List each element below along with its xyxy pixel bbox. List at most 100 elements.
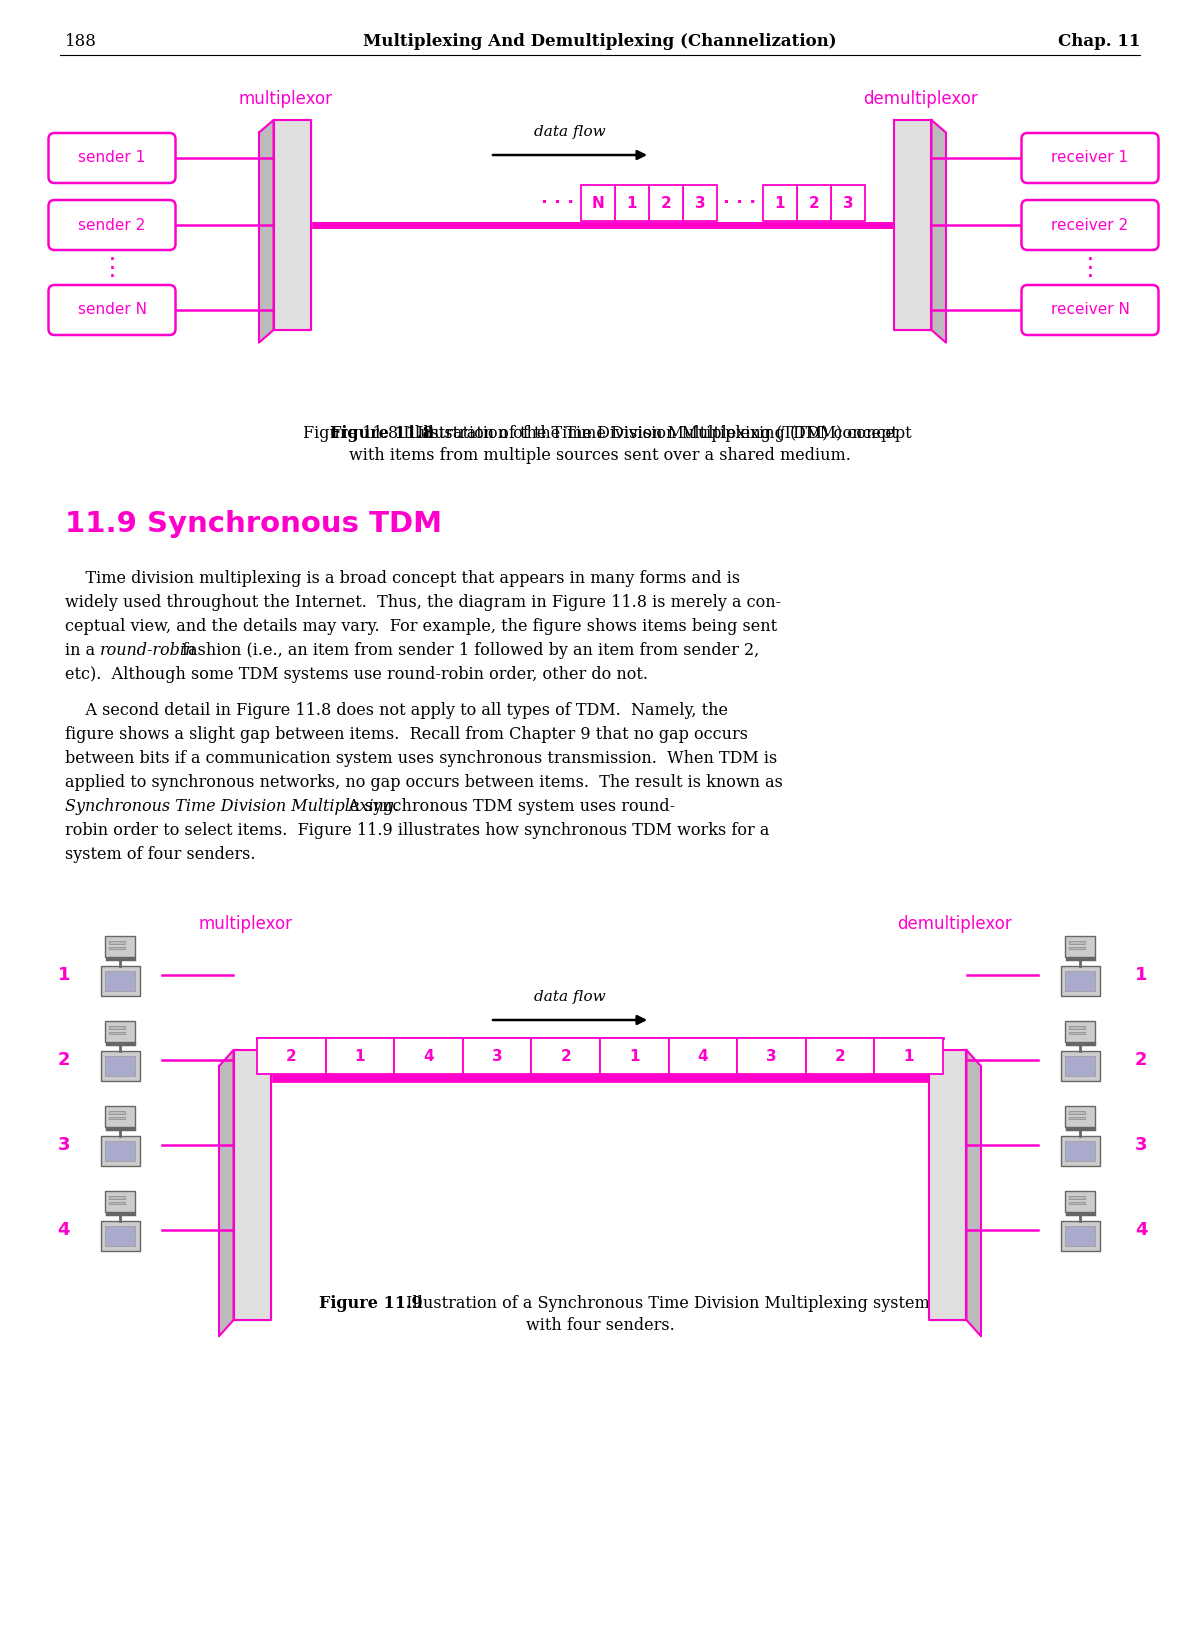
Bar bbox=[104, 1226, 136, 1246]
Bar bbox=[1066, 1190, 1096, 1211]
Text: sender N: sender N bbox=[78, 302, 146, 317]
Bar bbox=[104, 1057, 136, 1076]
Bar bbox=[1068, 1117, 1085, 1119]
Bar bbox=[108, 946, 125, 950]
Bar bbox=[106, 1190, 134, 1211]
Text: A synchronous TDM system uses round-: A synchronous TDM system uses round- bbox=[338, 798, 676, 815]
Text: demultiplexor: demultiplexor bbox=[863, 89, 977, 107]
FancyBboxPatch shape bbox=[101, 966, 139, 997]
Bar bbox=[394, 1037, 463, 1075]
Text: Multiplexing And Demultiplexing (Channelization): Multiplexing And Demultiplexing (Channel… bbox=[364, 34, 836, 50]
Text: ⋮: ⋮ bbox=[100, 255, 125, 280]
Text: · · ·: · · · bbox=[541, 193, 575, 211]
Text: receiver 1: receiver 1 bbox=[1051, 151, 1128, 166]
Text: system of four senders.: system of four senders. bbox=[65, 846, 256, 863]
Bar bbox=[1064, 1141, 1096, 1161]
Text: 3: 3 bbox=[695, 195, 706, 210]
Text: 1: 1 bbox=[58, 966, 70, 984]
FancyBboxPatch shape bbox=[1021, 200, 1158, 250]
Bar bbox=[600, 1037, 668, 1075]
Bar bbox=[463, 1037, 532, 1075]
Text: 3: 3 bbox=[58, 1137, 70, 1154]
Bar bbox=[797, 185, 830, 221]
Text: · · ·: · · · bbox=[724, 193, 756, 211]
Text: Figure 11.9: Figure 11.9 bbox=[319, 1294, 422, 1312]
Text: 2: 2 bbox=[1135, 1050, 1147, 1068]
Text: in a: in a bbox=[65, 642, 101, 659]
Text: between bits if a communication system uses synchronous transmission.  When TDM : between bits if a communication system u… bbox=[65, 750, 778, 767]
Text: 1: 1 bbox=[1135, 966, 1147, 984]
Bar bbox=[763, 185, 797, 221]
Text: 2: 2 bbox=[661, 195, 671, 210]
Text: 1: 1 bbox=[629, 1049, 640, 1063]
Text: sender 2: sender 2 bbox=[78, 218, 145, 233]
Text: with four senders.: with four senders. bbox=[526, 1317, 674, 1333]
Bar bbox=[106, 937, 134, 958]
Bar bbox=[1068, 1031, 1085, 1034]
Text: Illustration of the Time Division Multiplexing (TDM) concept: Illustration of the Time Division Multip… bbox=[413, 424, 912, 442]
FancyBboxPatch shape bbox=[48, 133, 175, 184]
Text: Illustration of a Synchronous Time Division Multiplexing system: Illustration of a Synchronous Time Divis… bbox=[401, 1294, 930, 1312]
Bar bbox=[875, 1037, 943, 1075]
Text: 2: 2 bbox=[58, 1050, 70, 1068]
Bar bbox=[104, 971, 136, 990]
Text: applied to synchronous networks, no gap occurs between items.  The result is kno: applied to synchronous networks, no gap … bbox=[65, 774, 782, 790]
Text: demultiplexor: demultiplexor bbox=[898, 915, 1013, 933]
Polygon shape bbox=[894, 120, 931, 330]
FancyBboxPatch shape bbox=[1061, 966, 1099, 997]
Bar bbox=[1066, 937, 1096, 958]
FancyBboxPatch shape bbox=[1021, 133, 1158, 184]
Bar bbox=[106, 1106, 134, 1127]
Text: 2: 2 bbox=[286, 1049, 296, 1063]
Polygon shape bbox=[931, 120, 946, 343]
Text: multiplexor: multiplexor bbox=[198, 915, 292, 933]
Bar bbox=[1068, 941, 1085, 943]
Text: 3: 3 bbox=[766, 1049, 776, 1063]
Text: receiver 2: receiver 2 bbox=[1051, 218, 1128, 233]
FancyBboxPatch shape bbox=[48, 285, 175, 335]
Text: data flow: data flow bbox=[534, 990, 606, 1003]
Text: fashion (i.e., an item from sender 1 followed by an item from sender 2,: fashion (i.e., an item from sender 1 fol… bbox=[178, 642, 760, 659]
Text: 2: 2 bbox=[835, 1049, 846, 1063]
Bar bbox=[1064, 1226, 1096, 1246]
Text: etc).  Although some TDM systems use round-robin order, other do not.: etc). Although some TDM systems use roun… bbox=[65, 667, 648, 683]
Polygon shape bbox=[259, 120, 274, 343]
Bar bbox=[737, 1037, 806, 1075]
Bar bbox=[108, 1026, 125, 1029]
Bar bbox=[108, 1202, 125, 1203]
Bar bbox=[1068, 1197, 1085, 1198]
Bar bbox=[581, 185, 616, 221]
Bar bbox=[108, 1197, 125, 1198]
FancyBboxPatch shape bbox=[1061, 1050, 1099, 1081]
Bar bbox=[257, 1037, 325, 1075]
Text: 4: 4 bbox=[697, 1049, 708, 1063]
Text: ⋮: ⋮ bbox=[1078, 255, 1103, 280]
Bar bbox=[1068, 1026, 1085, 1029]
Text: 188: 188 bbox=[65, 34, 97, 50]
Text: A second detail in Figure 11.8 does not apply to all types of TDM.  Namely, the: A second detail in Figure 11.8 does not … bbox=[65, 702, 728, 719]
FancyBboxPatch shape bbox=[1061, 1221, 1099, 1250]
Text: receiver N: receiver N bbox=[1050, 302, 1129, 317]
Bar bbox=[1068, 946, 1085, 950]
Text: figure shows a slight gap between items.  Recall from Chapter 9 that no gap occu: figure shows a slight gap between items.… bbox=[65, 725, 748, 743]
FancyBboxPatch shape bbox=[101, 1221, 139, 1250]
Bar bbox=[108, 941, 125, 943]
Text: ceptual view, and the details may vary.  For example, the figure shows items bei: ceptual view, and the details may vary. … bbox=[65, 618, 778, 636]
Bar bbox=[104, 1141, 136, 1161]
Polygon shape bbox=[220, 1050, 234, 1337]
Bar bbox=[1068, 1111, 1085, 1114]
Polygon shape bbox=[966, 1050, 982, 1337]
Text: data flow: data flow bbox=[534, 125, 606, 138]
Text: Synchronous Time Division Multiplexing.: Synchronous Time Division Multiplexing. bbox=[65, 798, 400, 815]
Text: Time division multiplexing is a broad concept that appears in many forms and is: Time division multiplexing is a broad co… bbox=[65, 571, 740, 587]
Bar bbox=[1066, 1021, 1096, 1042]
Text: 3: 3 bbox=[842, 195, 853, 210]
Polygon shape bbox=[929, 1050, 966, 1320]
Text: with items from multiple sources sent over a shared medium.: with items from multiple sources sent ov… bbox=[349, 447, 851, 463]
Text: 4: 4 bbox=[58, 1221, 70, 1239]
Text: 2: 2 bbox=[809, 195, 820, 210]
Bar bbox=[108, 1111, 125, 1114]
FancyBboxPatch shape bbox=[1021, 285, 1158, 335]
Bar bbox=[830, 185, 865, 221]
Text: 1: 1 bbox=[904, 1049, 914, 1063]
